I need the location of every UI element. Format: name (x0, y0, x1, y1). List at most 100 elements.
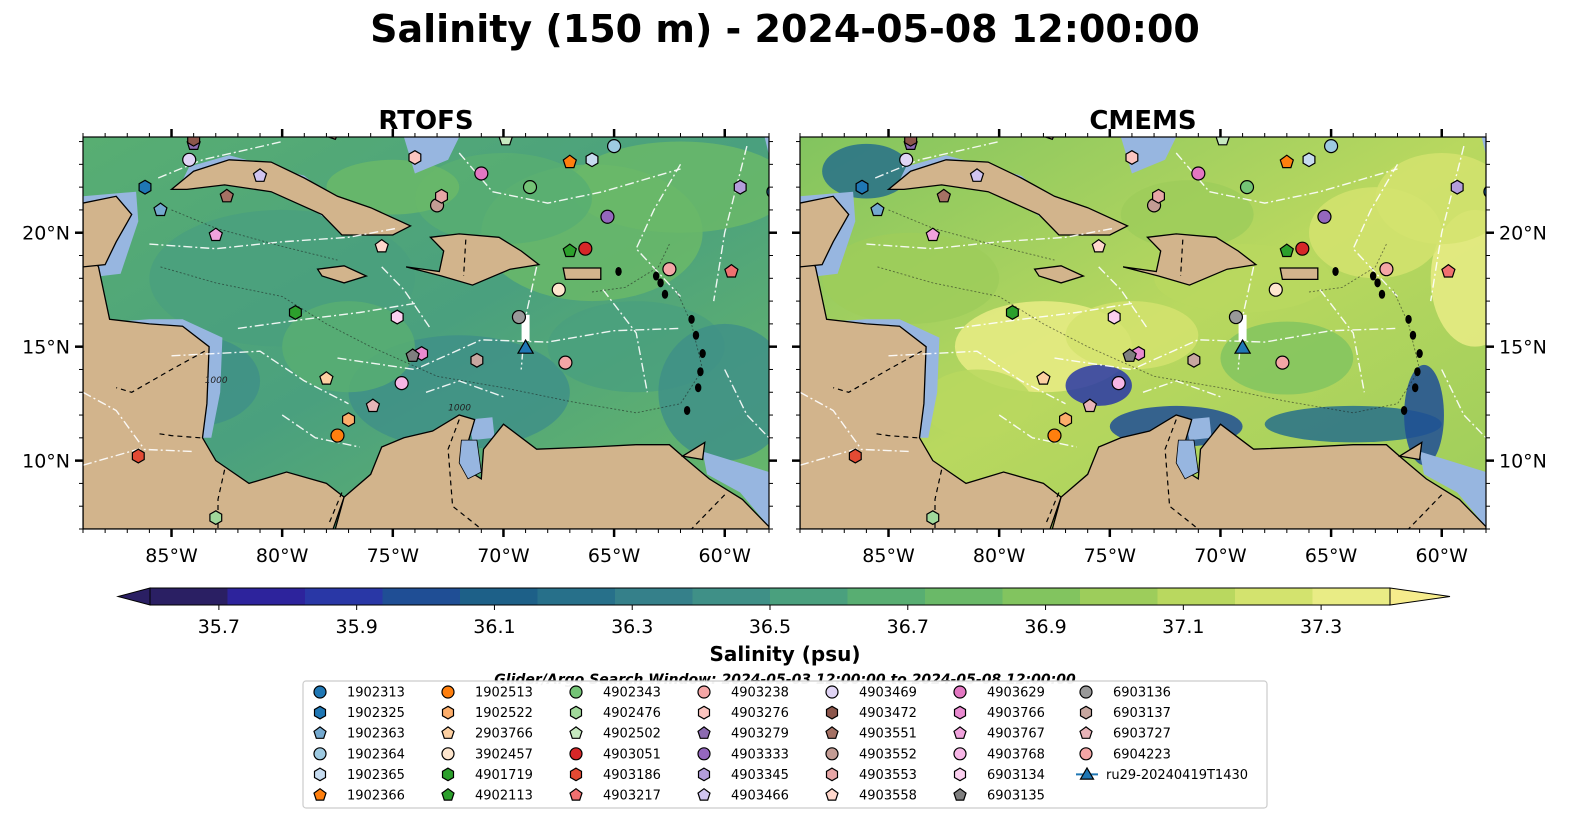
legend-marker (697, 787, 711, 801)
legend-marker (441, 685, 455, 699)
float-marker (405, 348, 420, 362)
legend-label: 4903469 (859, 686, 917, 701)
colorbar-tick-label: 37.3 (1300, 616, 1342, 638)
country-border (116, 350, 205, 393)
legend-label: 4903629 (987, 686, 1045, 701)
shelf-area (800, 319, 940, 438)
float-marker (1125, 150, 1139, 165)
colorbar-bin (1312, 588, 1391, 605)
eez-boundary (1441, 369, 1486, 439)
legend-marker (313, 767, 327, 782)
colorbar-bin (1002, 588, 1081, 605)
float-marker (606, 139, 622, 154)
float-marker (904, 137, 918, 147)
legend-marker (441, 747, 455, 761)
float-marker (219, 188, 235, 203)
eez-boundary (425, 380, 504, 398)
legend-label: 4903766 (987, 706, 1045, 721)
legend-marker (441, 705, 455, 720)
eez-boundary (149, 227, 398, 250)
land-trinidad (680, 441, 706, 461)
colorbar-bin (925, 588, 1003, 605)
island (652, 271, 660, 281)
float-marker (1450, 179, 1464, 195)
island (694, 383, 702, 393)
colorbar-label: Salinity (psu) (709, 642, 860, 666)
colorbar-tick-label: 36.1 (473, 616, 515, 638)
legend-label: 1902365 (347, 768, 405, 783)
eez-boundary (1430, 145, 1465, 302)
x-tick-label: 75°W (1084, 545, 1137, 567)
float-marker (288, 305, 302, 320)
legend-frame (302, 680, 1268, 809)
glider-marker (516, 338, 535, 354)
salinity-patch (1430, 209, 1486, 347)
float-marker (600, 209, 615, 224)
x-tick-label: 80°W (973, 545, 1026, 567)
colorbar-bin (1157, 588, 1236, 605)
y-tick-label: 10°N (1499, 451, 1547, 473)
land-cuba (886, 159, 1129, 236)
float-marker (551, 282, 566, 297)
shelf-area (764, 137, 769, 156)
shelf-area (1120, 137, 1177, 174)
legend-marker (825, 787, 839, 801)
legend-label: 4903466 (731, 789, 789, 804)
float-marker (585, 152, 599, 168)
salinity-patch (921, 369, 1033, 438)
island (1411, 383, 1419, 393)
legend-marker (697, 705, 711, 720)
panel-frame (82, 136, 770, 530)
legend-label: 1902363 (347, 727, 405, 742)
eez-boundary (1352, 163, 1399, 297)
legend-label: 1902313 (347, 686, 405, 701)
legend-marker (1079, 766, 1095, 780)
island (1332, 266, 1339, 276)
legend-marker (825, 747, 839, 761)
float-marker (1239, 180, 1255, 195)
float-marker (1317, 209, 1332, 224)
float-marker (870, 202, 885, 217)
eez-boundary (1054, 327, 1398, 371)
legend-marker (441, 787, 455, 801)
y-tick-label: 15°N (1499, 337, 1547, 359)
legend-label: 4903217 (603, 789, 661, 804)
island (1400, 405, 1408, 415)
float-marker (1279, 154, 1295, 169)
salinity-patch (822, 232, 1000, 324)
legend-label: 4903767 (987, 727, 1045, 742)
legend-marker (569, 726, 583, 739)
float-marker (562, 154, 578, 169)
legend-label: 4903553 (859, 768, 917, 783)
colorbar-tick-label: 37.1 (1162, 616, 1204, 638)
island (1416, 349, 1423, 359)
colorbar-bin (305, 588, 383, 605)
legend-marker (697, 747, 711, 761)
float-marker (848, 448, 862, 464)
bathymetry-contour (171, 209, 338, 261)
glider-marker (1233, 338, 1252, 354)
legend-label: 4903345 (731, 768, 789, 783)
salinity-patch (1264, 405, 1442, 443)
float-marker (1091, 238, 1106, 253)
x-tick-label: 85°W (862, 545, 915, 567)
eez-boundary (602, 289, 648, 393)
float-marker (936, 188, 952, 203)
eez-boundary (337, 327, 681, 371)
land-hispaniola (1122, 233, 1258, 286)
legend-label: 4903551 (859, 727, 917, 742)
island (1378, 289, 1386, 299)
eez-boundary (635, 163, 682, 297)
x-tick-label: 85°W (145, 545, 198, 567)
float-marker (578, 241, 593, 256)
eez-boundary (83, 391, 144, 448)
float-marker (131, 448, 145, 464)
colorbar-bin (227, 588, 306, 605)
land-southAmerica (334, 414, 769, 529)
x-tick-label: 80°W (256, 545, 309, 567)
float-marker (899, 152, 914, 167)
legend-label: 1902366 (347, 789, 405, 804)
country-border (872, 432, 918, 439)
legend-label: 6903136 (1113, 686, 1171, 701)
